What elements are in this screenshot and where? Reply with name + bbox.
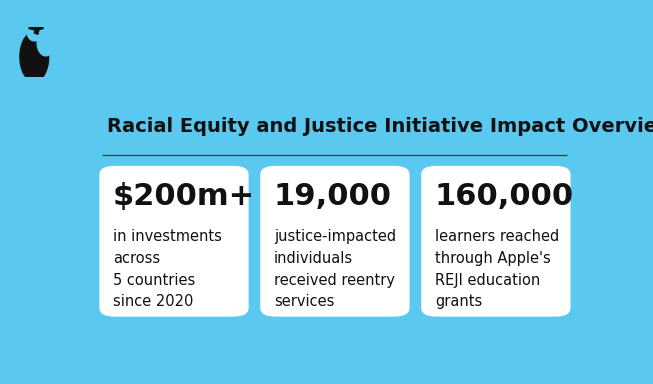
Text: Racial Equity and Justice Initiative Impact Overview: Racial Equity and Justice Initiative Imp… bbox=[107, 117, 653, 136]
Text: in investments
across
5 countries
since 2020: in investments across 5 countries since … bbox=[113, 229, 222, 309]
Text: learners reached
through Apple's
REJI education
grants: learners reached through Apple's REJI ed… bbox=[435, 229, 559, 309]
Text: $200m+: $200m+ bbox=[113, 182, 255, 211]
Text: 19,000: 19,000 bbox=[274, 182, 392, 211]
Polygon shape bbox=[29, 25, 43, 30]
Polygon shape bbox=[27, 23, 42, 41]
Text: justice-impacted
individuals
received reentry
services: justice-impacted individuals received re… bbox=[274, 229, 396, 309]
FancyBboxPatch shape bbox=[99, 166, 249, 317]
FancyBboxPatch shape bbox=[261, 166, 409, 317]
Polygon shape bbox=[37, 30, 54, 56]
Polygon shape bbox=[34, 28, 39, 35]
Text: 160,000: 160,000 bbox=[435, 182, 574, 211]
Polygon shape bbox=[20, 32, 49, 82]
FancyBboxPatch shape bbox=[421, 166, 571, 317]
